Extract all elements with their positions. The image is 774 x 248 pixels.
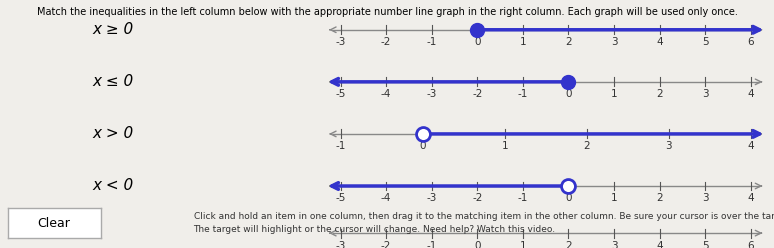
Text: 4: 4: [748, 89, 754, 99]
Text: 1: 1: [611, 89, 618, 99]
Text: -1: -1: [426, 241, 437, 248]
Text: -4: -4: [381, 193, 392, 203]
Text: 3: 3: [702, 89, 708, 99]
Text: -3: -3: [426, 193, 437, 203]
Text: 2: 2: [565, 37, 572, 47]
Text: -2: -2: [381, 37, 392, 47]
Text: Click and hold an item in one column, then drag it to the matching item in the o: Click and hold an item in one column, th…: [194, 213, 774, 234]
Text: x ≥ 0: x ≥ 0: [93, 22, 134, 37]
Text: 1: 1: [502, 141, 508, 151]
Text: 6: 6: [748, 37, 754, 47]
Text: 0: 0: [474, 241, 481, 248]
Text: Clear: Clear: [38, 217, 70, 230]
Text: 5: 5: [702, 37, 708, 47]
Text: 1: 1: [519, 37, 526, 47]
Text: x ≤ 0: x ≤ 0: [93, 74, 134, 89]
Text: -5: -5: [335, 89, 346, 99]
Text: 2: 2: [584, 141, 590, 151]
Text: -4: -4: [381, 89, 392, 99]
Text: 0: 0: [420, 141, 426, 151]
Text: 2: 2: [656, 89, 663, 99]
Text: -2: -2: [472, 89, 482, 99]
Text: 0: 0: [565, 193, 572, 203]
Text: 3: 3: [611, 241, 618, 248]
Text: x > 0: x > 0: [93, 126, 134, 141]
Text: 6: 6: [748, 241, 754, 248]
Text: 3: 3: [666, 141, 672, 151]
Text: -1: -1: [518, 193, 528, 203]
Text: 0: 0: [474, 37, 481, 47]
Text: 0: 0: [565, 89, 572, 99]
Text: -1: -1: [426, 37, 437, 47]
Text: 4: 4: [656, 241, 663, 248]
Text: -3: -3: [335, 241, 346, 248]
Text: -1: -1: [335, 141, 346, 151]
Text: x < 0: x < 0: [93, 179, 134, 193]
Text: 3: 3: [702, 193, 708, 203]
Text: 3: 3: [611, 37, 618, 47]
Text: -2: -2: [381, 241, 392, 248]
Text: 2: 2: [656, 193, 663, 203]
Text: 1: 1: [519, 241, 526, 248]
Text: -3: -3: [426, 89, 437, 99]
Text: Match the inequalities in the left column below with the appropriate number line: Match the inequalities in the left colum…: [36, 7, 738, 17]
Text: -3: -3: [335, 37, 346, 47]
Text: 1: 1: [611, 193, 618, 203]
Text: 4: 4: [748, 193, 754, 203]
Text: 2: 2: [565, 241, 572, 248]
Text: -1: -1: [518, 89, 528, 99]
Text: -2: -2: [472, 193, 482, 203]
Text: 5: 5: [702, 241, 708, 248]
Text: 4: 4: [748, 141, 754, 151]
Text: 4: 4: [656, 37, 663, 47]
Text: -5: -5: [335, 193, 346, 203]
